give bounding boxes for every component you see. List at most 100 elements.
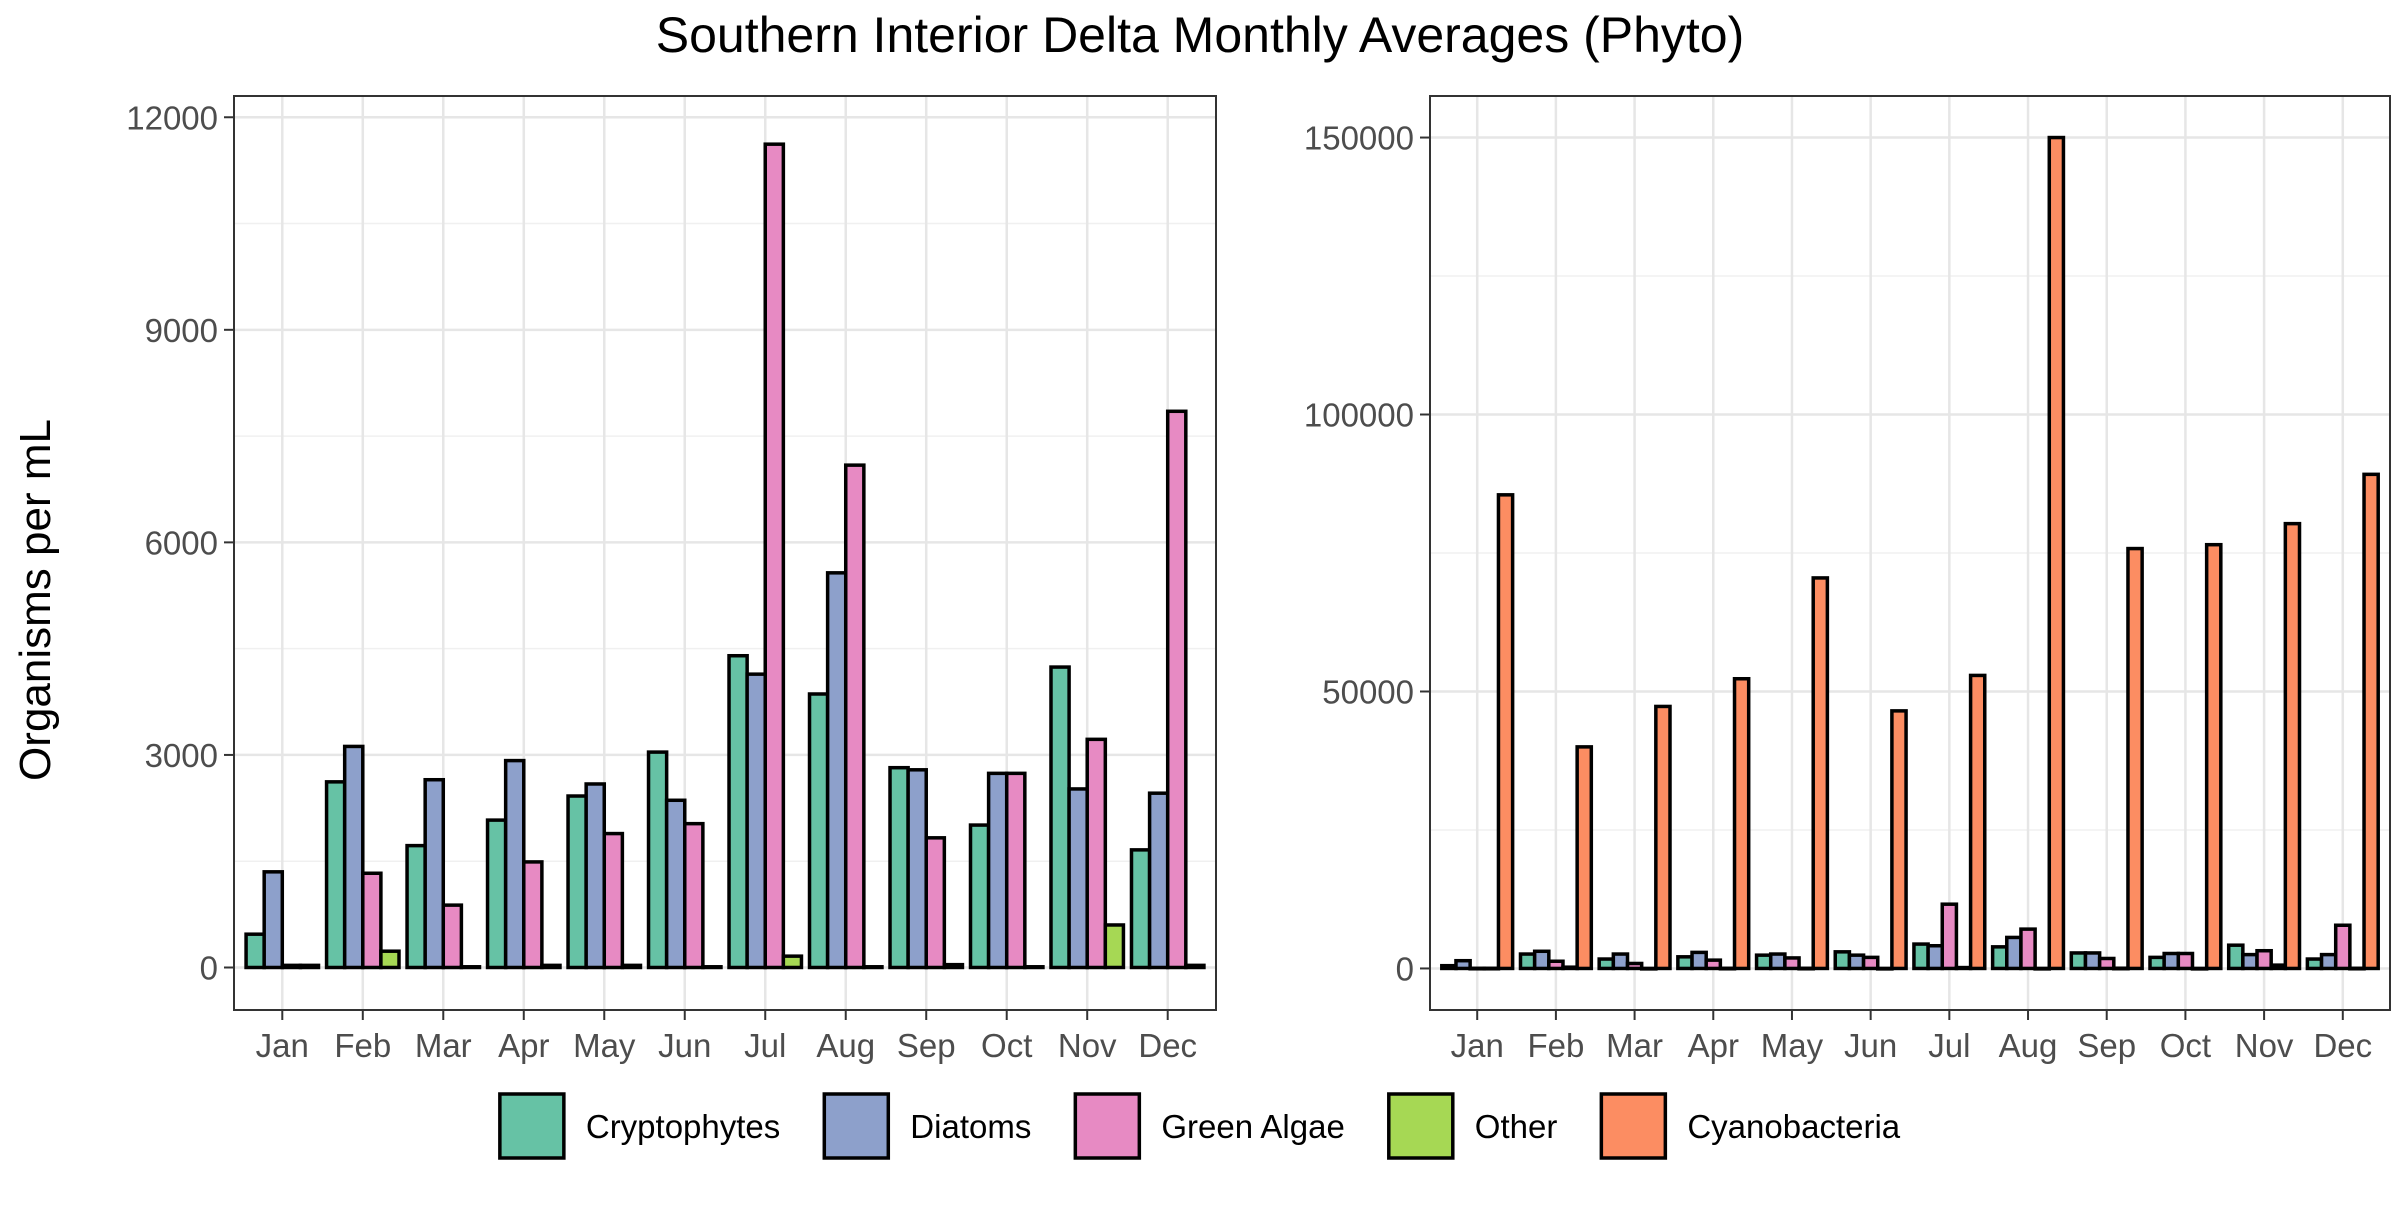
right-bar-other-aug xyxy=(2033,966,2052,971)
left-bar-diatoms-oct xyxy=(986,771,1009,970)
right-bar-diatoms-mar xyxy=(1611,952,1630,971)
right-bar-other-may xyxy=(1797,966,1815,971)
left-x-tick-label-nov: Nov xyxy=(1058,1027,1117,1064)
left-bar-green-algae-aug xyxy=(843,463,866,970)
right-bar-other-jun xyxy=(1875,966,1894,971)
right-bar-diatoms-nov xyxy=(2241,952,2259,971)
right-x-tick-label-aug: Aug xyxy=(1999,1027,2058,1064)
left-bar-other-feb xyxy=(379,949,401,970)
right-bar-green-algae-feb xyxy=(1547,959,1565,971)
right-bar-other-feb xyxy=(1561,965,1579,971)
left-bar-cryptophytes-jul xyxy=(727,653,749,970)
chart-title: Southern Interior Delta Monthly Averages… xyxy=(656,7,1745,63)
right-bar-cryptophytes-nov xyxy=(2226,943,2245,971)
left-bar-cryptophytes-oct xyxy=(968,823,991,970)
left-bar-other-jan xyxy=(298,963,321,970)
right-x-tick-label-mar: Mar xyxy=(1606,1027,1663,1064)
right-bar-diatoms-jan xyxy=(1454,958,1472,971)
left-bar-cryptophytes-jan xyxy=(244,932,266,970)
right-bar-green-algae-nov xyxy=(2255,948,2273,971)
left-x-tick-label-jul: Jul xyxy=(744,1027,786,1064)
left-bar-green-algae-apr xyxy=(522,860,544,970)
left-bar-diatoms-sep xyxy=(906,768,928,970)
legend-label-green-algae: Green Algae xyxy=(1161,1108,1344,1145)
right-bar-cryptophytes-aug xyxy=(1990,945,2009,971)
legend-label-cryptophytes: Cryptophytes xyxy=(586,1108,780,1145)
left-bar-other-mar xyxy=(459,965,482,970)
left-bar-cryptophytes-sep xyxy=(888,765,910,970)
right-bar-green-algae-mar xyxy=(1625,961,1644,971)
left-y-tick-label: 6000 xyxy=(145,524,218,561)
right-bar-cryptophytes-jan xyxy=(1440,963,1458,971)
left-y-tick-label: 9000 xyxy=(145,312,218,349)
right-bar-diatoms-feb xyxy=(1532,949,1551,971)
legend-key-green-algae xyxy=(1073,1092,1142,1160)
left-panel: 0 3000 6000 9000 12000 Jan Feb Mar Apr May Jun Jul A… xyxy=(126,95,1217,1064)
legend-label-cyanobacteria: Cyanobacteria xyxy=(1687,1108,1900,1145)
left-bar-diatoms-jul xyxy=(745,672,767,970)
right-bar-green-algae-jun xyxy=(1861,955,1880,971)
left-x-tick-label-sep: Sep xyxy=(897,1027,956,1064)
legend: Cryptophytes Diatoms Green Algae Other Cyano… xyxy=(498,1092,1901,1160)
left-bar-cryptophytes-jun xyxy=(646,750,669,970)
left-x-tick-label-may: May xyxy=(573,1027,636,1064)
right-x-tick-label-may: May xyxy=(1761,1027,1824,1064)
right-y-tick-label: 150000 xyxy=(1304,120,1414,157)
left-bar-other-may xyxy=(620,963,643,970)
left-bar-cryptophytes-nov xyxy=(1049,665,1071,970)
right-bar-cyanobacteria-jun xyxy=(1890,709,1908,971)
right-bar-other-mar xyxy=(1639,966,1658,971)
right-bar-diatoms-oct xyxy=(2162,951,2181,971)
right-bar-other-sep xyxy=(2112,966,2130,971)
left-bar-cryptophytes-dec xyxy=(1129,848,1152,970)
legend-key-other xyxy=(1387,1092,1455,1160)
right-x-tick-label-jun: Jun xyxy=(1844,1027,1897,1064)
left-bar-green-algae-may xyxy=(602,831,625,970)
left-bar-cryptophytes-may xyxy=(566,794,588,970)
left-x-tick-label-oct: Oct xyxy=(981,1027,1032,1064)
right-bar-diatoms-apr xyxy=(1690,950,1708,971)
left-x-tick-label-aug: Aug xyxy=(816,1027,875,1064)
right-x-tick-label-apr: Apr xyxy=(1688,1027,1739,1064)
left-bar-cryptophytes-feb xyxy=(324,780,347,970)
right-bar-cyanobacteria-oct xyxy=(2204,542,2223,971)
right-bar-diatoms-may xyxy=(1768,952,1787,971)
left-bar-other-apr xyxy=(540,963,562,970)
left-bar-other-jun xyxy=(701,965,723,970)
right-bar-diatoms-jun xyxy=(1847,953,1866,971)
left-bar-green-algae-mar xyxy=(441,903,464,970)
left-x-tick-label-feb: Feb xyxy=(334,1027,391,1064)
right-bar-diatoms-dec xyxy=(2319,952,2338,971)
right-bar-green-algae-jan xyxy=(1468,966,1487,971)
right-bar-diatoms-jul xyxy=(1926,943,1945,971)
right-bar-cyanobacteria-aug xyxy=(2047,135,2066,971)
left-x-tick-label-apr: Apr xyxy=(498,1027,549,1064)
right-x-tick-label-dec: Dec xyxy=(2313,1027,2372,1064)
left-bar-diatoms-may xyxy=(584,782,607,970)
right-bar-other-dec xyxy=(2348,966,2366,971)
left-bar-cryptophytes-aug xyxy=(807,692,830,970)
right-bar-green-algae-apr xyxy=(1704,958,1723,971)
right-bar-green-algae-dec xyxy=(2333,923,2352,971)
right-bar-cryptophytes-jul xyxy=(1912,942,1930,971)
right-y-tick-label: 100000 xyxy=(1304,397,1414,434)
right-x-tick-label-jul: Jul xyxy=(1928,1027,1970,1064)
left-bar-other-jul xyxy=(781,954,804,970)
right-bar-cryptophytes-jun xyxy=(1833,950,1852,971)
right-bar-other-jan xyxy=(1482,966,1501,971)
right-bar-diatoms-sep xyxy=(2083,951,2102,971)
right-bar-cyanobacteria-nov xyxy=(2283,521,2302,971)
right-y-tick-label: 0 xyxy=(1396,950,1414,987)
right-plot-border xyxy=(1429,95,2391,1011)
right-bar-cyanobacteria-mar xyxy=(1654,704,1672,971)
left-x-tick-label-dec: Dec xyxy=(1138,1027,1197,1064)
right-bar-other-apr xyxy=(1718,966,1737,971)
right-bar-cyanobacteria-dec xyxy=(2362,472,2380,971)
left-bar-green-algae-jan xyxy=(280,963,303,970)
right-bar-cryptophytes-mar xyxy=(1597,957,1616,971)
right-bar-cryptophytes-feb xyxy=(1518,952,1537,971)
left-x-tick-label-mar: Mar xyxy=(415,1027,472,1064)
left-bar-diatoms-dec xyxy=(1147,791,1170,970)
